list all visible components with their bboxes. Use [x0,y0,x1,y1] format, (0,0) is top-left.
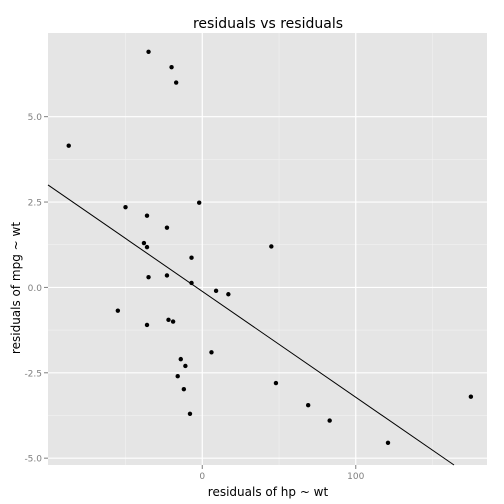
data-point [66,143,71,148]
data-point [169,64,174,70]
data-point [146,49,151,54]
data-point [170,319,176,324]
data-point [175,374,180,379]
data-point [173,80,179,85]
data-point [181,386,187,392]
trend-line [47,184,455,466]
data-point [141,240,147,246]
plot-panel [48,33,487,465]
data-point [183,363,188,369]
x-tick-label: 0 [199,472,205,482]
data-point [123,204,128,210]
data-point [209,350,214,355]
data-point [115,308,121,313]
y-axis-ticks: -5.0 -2.5 0.0 2.5 5.0 [24,113,48,465]
data-point [269,244,274,249]
data-point [166,317,171,323]
y-axis-label: residuals of mpg ~ wt [9,222,23,354]
data-point [189,255,194,260]
y-tick-label: -2.5 [24,369,42,379]
data-point [187,411,193,416]
data-point [178,356,183,362]
data-point [385,440,391,446]
data-point [146,274,151,280]
minor-gridlines [48,33,487,465]
chart-title: residuals vs residuals [193,16,343,32]
data-point [144,244,150,250]
data-point [144,213,150,218]
data-point [226,292,231,297]
x-axis-label: residuals of hp ~ wt [208,485,329,499]
y-tick-label: 0.0 [28,284,43,294]
y-tick-label: 5.0 [28,113,43,123]
data-point [189,280,194,286]
data-point [164,225,170,230]
data-point [164,273,170,278]
data-point [213,288,219,294]
y-tick-label: -5.0 [24,455,42,465]
data-point [468,394,474,399]
data-point [305,403,311,408]
data-point [196,200,202,205]
x-tick-label: 100 [347,472,364,482]
y-tick-label: 2.5 [28,199,42,209]
major-gridlines [48,33,487,465]
data-point [327,418,332,423]
data-points [66,49,474,446]
data-point [273,380,279,386]
data-point [144,322,150,328]
x-axis-ticks: 0 100 [199,465,365,482]
trend-line-group [47,184,455,466]
